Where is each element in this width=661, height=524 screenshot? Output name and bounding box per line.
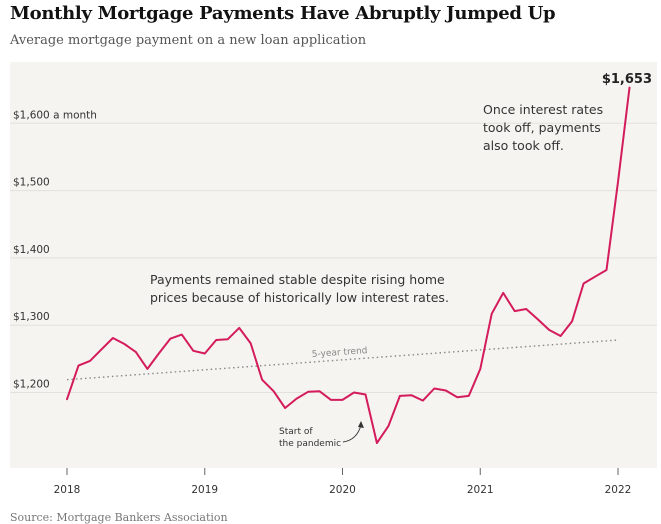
data-point <box>456 396 458 398</box>
series-group <box>66 86 631 444</box>
data-point <box>238 327 240 329</box>
y-tick-label: $1,400 <box>13 244 50 256</box>
data-point <box>606 269 608 271</box>
data-point <box>250 342 252 344</box>
data-point <box>261 379 263 381</box>
data-point <box>204 353 206 355</box>
data-point <box>146 368 148 370</box>
data-point <box>399 395 401 397</box>
data-point <box>537 318 539 320</box>
data-point <box>307 391 309 393</box>
y-tick-label: $1,200 <box>13 379 50 391</box>
data-point <box>410 394 412 396</box>
annotation-pandemic-line-1: Start of <box>279 427 313 437</box>
data-point <box>78 365 80 367</box>
data-point <box>617 181 619 183</box>
data-point <box>514 310 516 312</box>
data-point <box>548 329 550 331</box>
pandemic-arrow <box>342 424 362 443</box>
x-tick-label: 2020 <box>329 484 356 496</box>
pandemic-arrow-head <box>358 421 364 428</box>
data-point <box>365 394 367 396</box>
data-point <box>112 337 114 339</box>
data-point <box>560 335 562 337</box>
x-tick-label: 2019 <box>191 484 218 496</box>
data-point <box>594 276 596 278</box>
data-point <box>181 334 183 336</box>
data-point <box>479 368 481 370</box>
annotation-rates-line-3: also took off. <box>483 138 564 153</box>
y-axis: $1,200 $1,300 $1,400 $1,500 $1,600 a month <box>13 109 97 390</box>
data-point <box>330 399 332 401</box>
annotation-stable-line-2: prices because of historically low inter… <box>150 290 449 305</box>
gridlines <box>10 122 657 393</box>
data-point <box>319 390 321 392</box>
trend-label: 5-year trend <box>311 346 367 360</box>
data-point <box>89 360 91 362</box>
data-point <box>215 339 217 341</box>
y-tick-label: $1,600 a month <box>13 109 97 121</box>
x-tick-label: 2018 <box>54 484 81 496</box>
chart-title: Monthly Mortgage Payments Have Abruptly … <box>10 3 556 24</box>
data-point <box>353 392 355 394</box>
trend-line <box>66 339 619 381</box>
data-point <box>284 407 286 409</box>
data-point <box>169 338 171 340</box>
data-point <box>135 351 137 353</box>
data-point <box>192 350 194 352</box>
trend-group: 5-year trend <box>66 339 619 381</box>
data-point <box>227 338 229 340</box>
data-point <box>422 400 424 402</box>
annotation-rates-line-2: took off, payments <box>483 120 601 135</box>
data-point <box>525 308 527 310</box>
data-point <box>468 395 470 397</box>
data-point <box>273 390 275 392</box>
data-point <box>433 388 435 390</box>
data-point <box>387 425 389 427</box>
x-tick-label: 2021 <box>467 484 494 496</box>
data-point <box>342 399 344 401</box>
source-note: Source: Mortgage Bankers Association <box>10 511 228 524</box>
data-point <box>100 348 102 350</box>
annotation-stable-line-1: Payments remained stable despite rising … <box>150 272 445 287</box>
payment-series-line <box>66 86 631 444</box>
data-point <box>491 313 493 315</box>
x-tick-label: 2022 <box>605 484 632 496</box>
data-point <box>445 390 447 392</box>
data-point <box>571 320 573 322</box>
annotation-pandemic-line-2: the pandemic <box>279 439 341 449</box>
y-tick-label: $1,300 <box>13 311 50 323</box>
end-value-label: $1,653 <box>602 72 652 87</box>
annotation-rates-line-1: Once interest rates <box>483 102 603 117</box>
data-point <box>66 398 68 400</box>
y-tick-label: $1,500 <box>13 177 50 189</box>
data-point <box>158 353 160 355</box>
data-point <box>123 343 125 345</box>
data-point <box>502 292 504 294</box>
data-point <box>296 398 298 400</box>
data-point <box>376 442 378 444</box>
chart-subtitle: Average mortgage payment on a new loan a… <box>10 33 367 48</box>
data-point <box>583 283 585 285</box>
x-axis: 2018 2019 2020 2021 2022 <box>54 468 632 496</box>
